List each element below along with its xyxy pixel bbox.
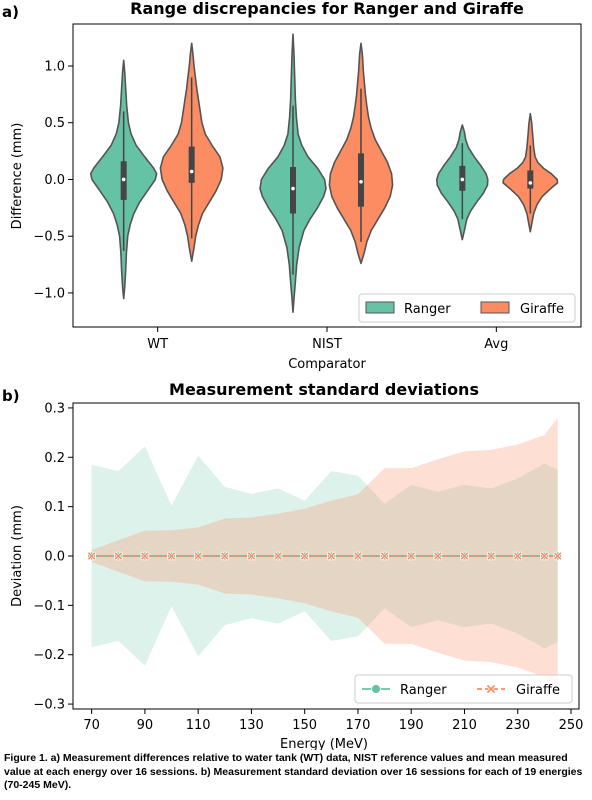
x-tick-label-avg: Avg [484, 337, 508, 352]
y-tick-label: 0.0 [44, 173, 65, 188]
legend-label-giraffe: Giraffe [520, 302, 564, 317]
y-tick-label: −0.5 [33, 230, 65, 245]
panel-b-y-axis-label: Deviation (mm) [10, 505, 25, 607]
panel-b-legend: Ranger Giraffe [354, 674, 573, 704]
panel-b-label: b) [2, 387, 20, 405]
panel-b: b) Measurement standard deviations Devia… [2, 380, 583, 750]
marker-giraffe [113, 551, 123, 561]
legend-swatch-giraffe [480, 301, 510, 314]
marker-giraffe [513, 551, 523, 561]
panel-a-label: a) [2, 3, 19, 21]
panel-a-title: Range discrepancies for Ranger and Giraf… [130, 0, 524, 18]
legend-label-ranger: Ranger [400, 683, 447, 698]
y-tick-label: 0.5 [44, 116, 65, 131]
marker-giraffe [379, 551, 390, 561]
marker-giraffe [459, 551, 470, 561]
x-tick-label: 70 [83, 718, 100, 733]
y-tick-label: −0.2 [33, 648, 65, 663]
median-dot-ranger-avg [460, 177, 465, 182]
panel-a-legend: Ranger Giraffe [358, 293, 576, 323]
panel-b-title: Measurement standard deviations [169, 380, 479, 399]
x-tick-label: 130 [239, 718, 264, 733]
y-tick-label: 0.2 [44, 451, 65, 466]
marker-giraffe [539, 551, 550, 561]
marker-giraffe [193, 551, 203, 561]
median-dot-ranger-nist [291, 186, 295, 191]
x-tick-label-nist: NIST [312, 337, 342, 352]
figure: a) Range discrepancies for Ranger and Gi… [2, 0, 583, 750]
y-tick-label: 0.1 [44, 500, 65, 515]
legend-label-ranger: Ranger [404, 302, 451, 317]
marker-giraffe [486, 551, 496, 561]
median-dot-giraffe-wt [189, 169, 194, 174]
x-tick-label: 150 [292, 718, 317, 733]
panel-a-y-axis-label: Difference (mm) [10, 123, 25, 230]
y-tick-label: −0.1 [33, 599, 65, 614]
marker-giraffe [140, 551, 150, 561]
median-dot-giraffe-avg [528, 181, 533, 185]
y-tick-label: −1.0 [33, 286, 65, 301]
marker-giraffe [433, 551, 443, 561]
x-tick-label: 210 [452, 718, 477, 733]
x-tick-label: 230 [505, 718, 530, 733]
figure-caption: Figure 1. a) Measurement differences rel… [4, 752, 583, 791]
legend-swatch-ranger [365, 301, 395, 314]
y-tick-label: 1.0 [44, 59, 65, 74]
median-dot-giraffe-nist [359, 179, 363, 184]
iqr-box-giraffe-wt [188, 146, 195, 183]
y-tick-label: 0.0 [44, 550, 65, 565]
panel-a-x-axis-label: Comparator [288, 357, 366, 372]
marker-giraffe [273, 551, 283, 561]
x-tick-label: 190 [399, 718, 424, 733]
panel-b-x-axis-label: Energy (MeV) [280, 737, 368, 750]
marker-giraffe [406, 551, 416, 561]
x-tick-label: 90 [137, 718, 154, 733]
median-dot-ranger-wt [121, 177, 126, 182]
marker-giraffe [353, 551, 363, 561]
marker-giraffe [220, 551, 230, 561]
marker-giraffe [87, 551, 97, 561]
panel-a: a) Range discrepancies for Ranger and Gi… [2, 0, 582, 372]
x-tick-label: 250 [559, 718, 584, 733]
x-tick-label-wt: WT [147, 337, 168, 352]
marker-giraffe [166, 551, 177, 561]
x-tick-label: 110 [186, 718, 211, 733]
y-tick-label: 0.3 [44, 401, 65, 416]
iqr-box-giraffe-avg [527, 170, 534, 189]
legend-label-giraffe: Giraffe [516, 683, 560, 698]
legend-frame [358, 293, 576, 323]
y-tick-label: −0.3 [33, 698, 65, 713]
marker-giraffe [326, 551, 336, 561]
x-tick-label: 170 [346, 718, 371, 733]
legend-marker-ranger [371, 684, 381, 694]
legend-marker-giraffe [485, 683, 497, 695]
marker-giraffe [246, 551, 257, 561]
marker-giraffe [553, 551, 563, 561]
marker-giraffe [300, 551, 310, 561]
legend-frame [354, 674, 573, 704]
